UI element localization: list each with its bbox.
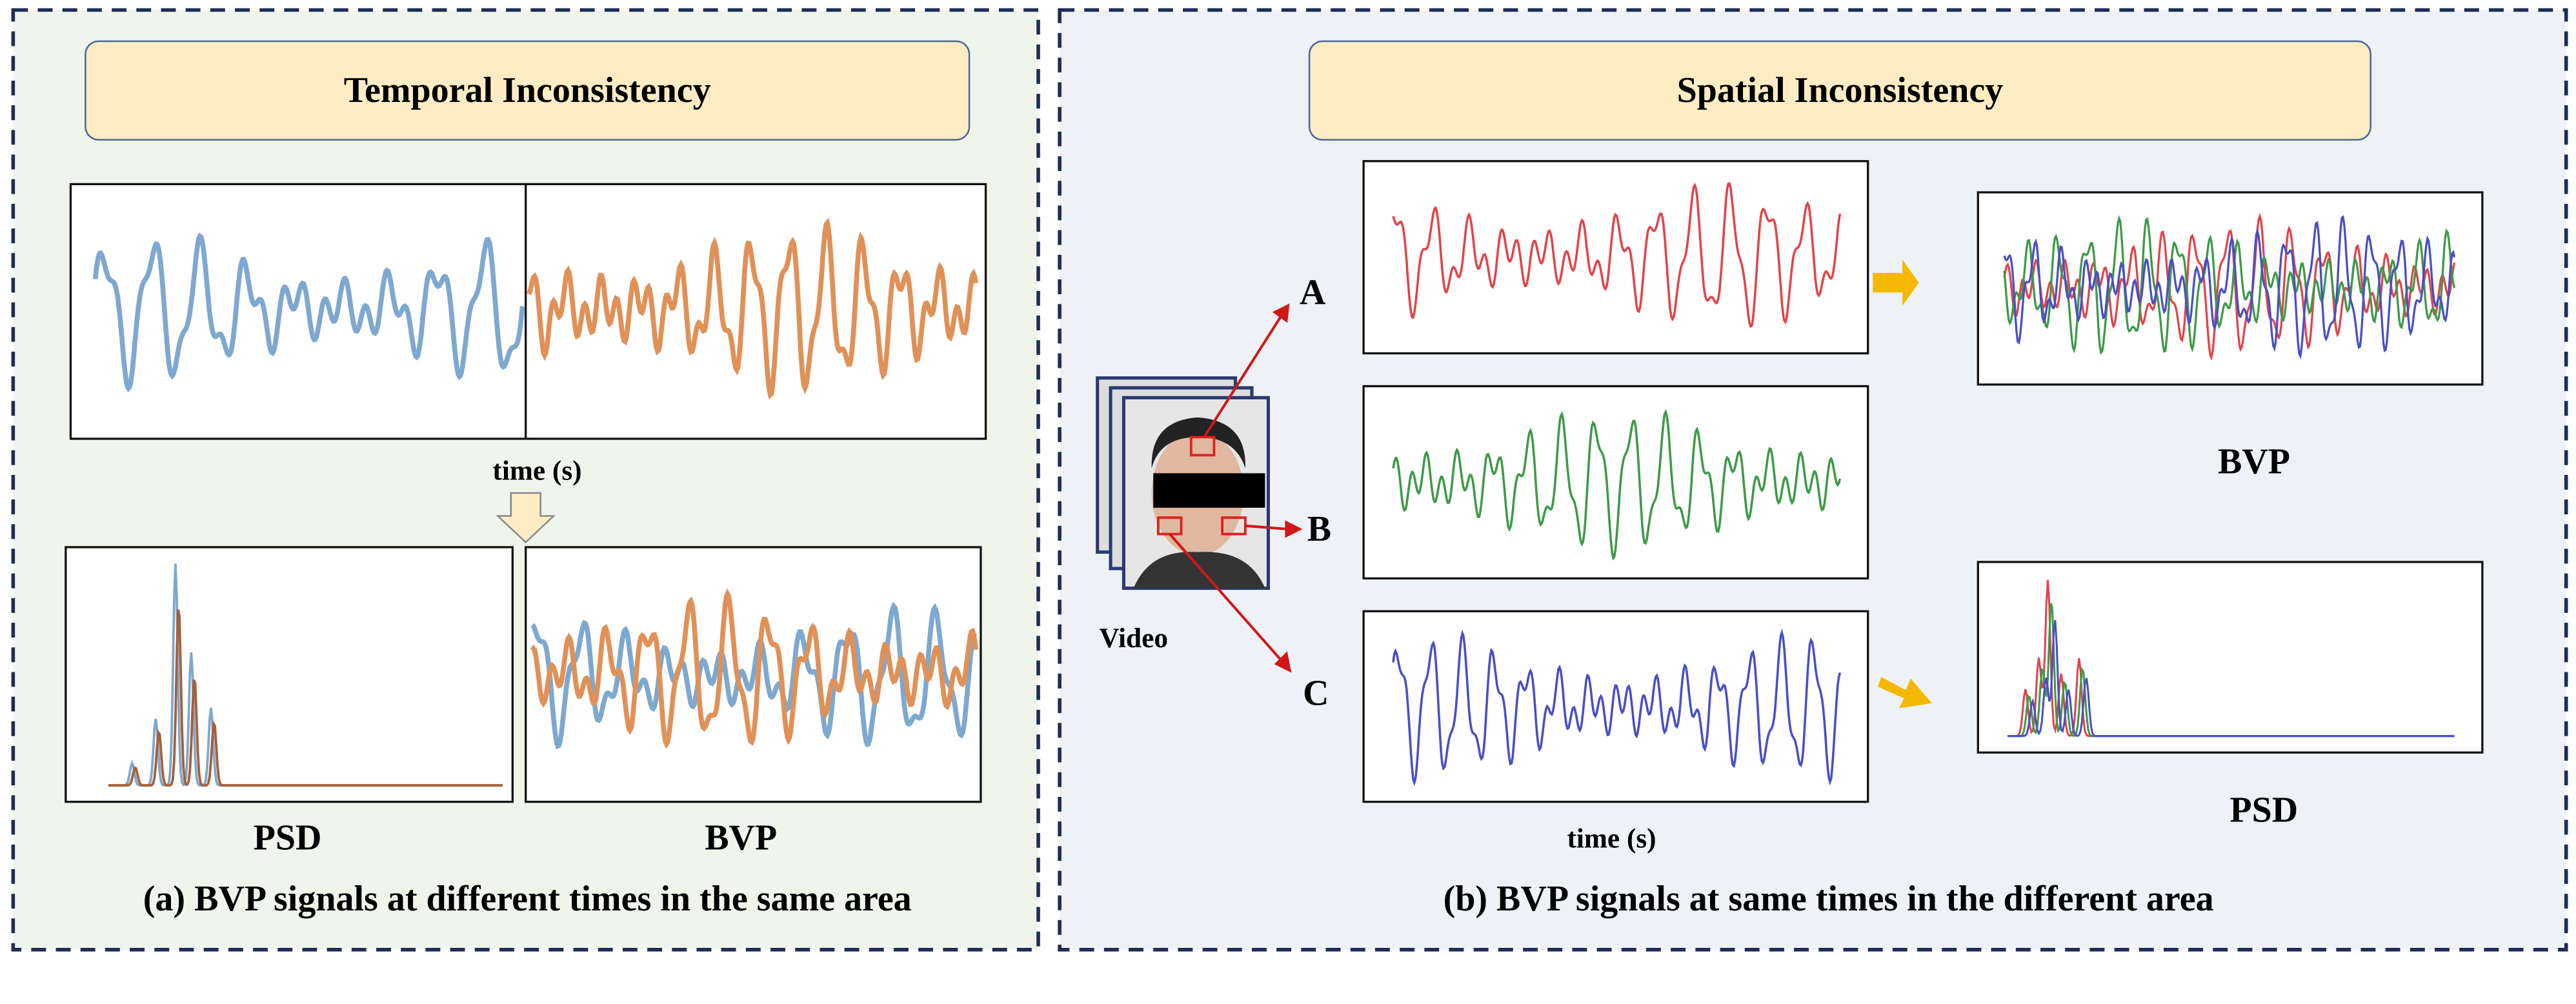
title-box — [1308, 40, 2372, 141]
waveform — [92, 232, 525, 393]
yellow-arrow — [1873, 259, 1919, 306]
psd-box — [1977, 561, 2484, 754]
panel-title: Spatial Inconsistency — [1677, 70, 2004, 110]
waveform — [527, 217, 979, 399]
title-box — [85, 40, 971, 141]
waveform — [108, 609, 503, 787]
down-arrow — [496, 492, 556, 544]
video-label: Video — [1099, 623, 1168, 654]
caption: (a) BVP signals at different times in th… — [143, 879, 912, 919]
bvp-box — [1977, 191, 2484, 386]
video-stack — [1096, 376, 1270, 590]
psd-label: PSD — [2229, 790, 2298, 830]
waveform — [2007, 619, 2455, 738]
panel-title: Temporal Inconsistency — [344, 70, 711, 110]
waveform — [1392, 408, 1842, 561]
waveform — [2003, 215, 2456, 360]
psd-label: PSD — [254, 818, 322, 858]
yellow-arrow — [1877, 677, 1932, 708]
waveform — [530, 601, 978, 750]
caption: (b) BVP signals at same times in the dif… — [1444, 879, 2214, 919]
axis-label: time (s) — [1567, 823, 1656, 854]
region-label: B — [1307, 509, 1331, 549]
bvp-label: BVP — [2218, 442, 2290, 482]
waveform — [1392, 182, 1842, 328]
waveform — [1392, 628, 1842, 787]
region-arrows — [1169, 303, 1303, 673]
axis-label: time (s) — [492, 455, 581, 486]
bvp-label: BVP — [705, 818, 777, 858]
region-label: A — [1300, 272, 1326, 312]
region-label: C — [1303, 674, 1329, 714]
psd-box — [65, 546, 514, 803]
waveform — [530, 588, 979, 749]
